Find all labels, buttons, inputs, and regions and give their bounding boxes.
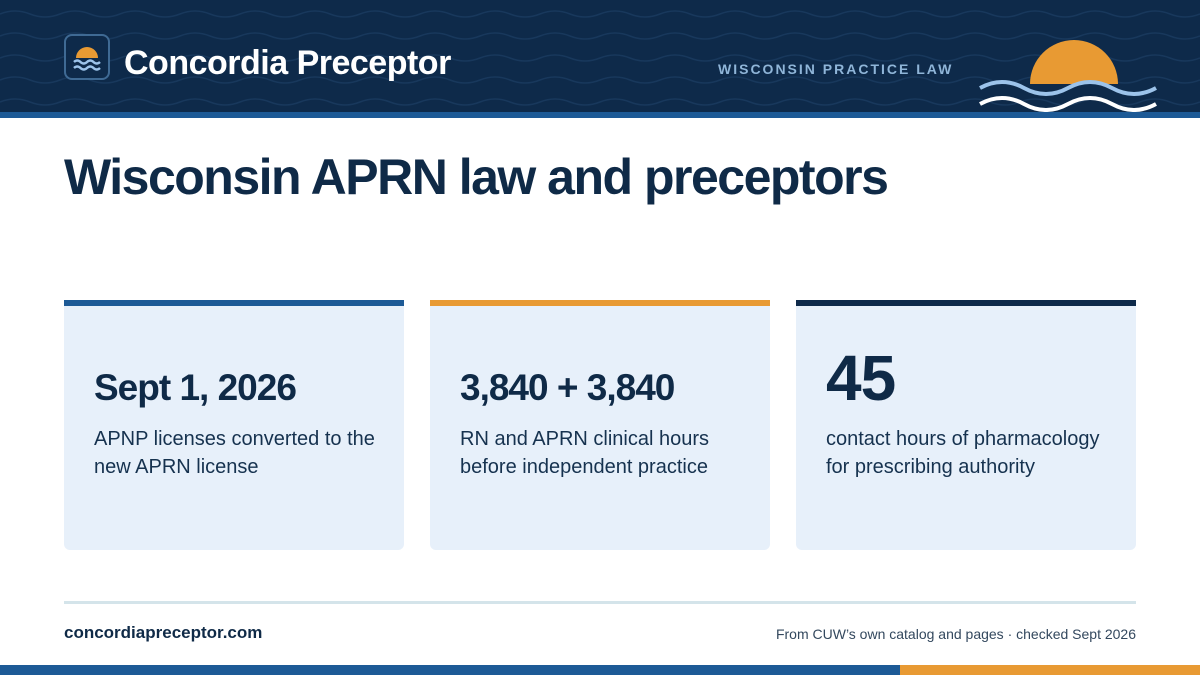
stat-description: RN and APRN clinical hours before indepe… bbox=[460, 428, 709, 478]
section-tagline: WISCONSIN PRACTICE LAW bbox=[718, 61, 954, 77]
bottom-accent-bar-blue bbox=[0, 665, 900, 675]
footer-divider bbox=[64, 601, 1136, 604]
card-accent-bar bbox=[796, 300, 1136, 306]
source-note: From CUW’s own catalog and pages · check… bbox=[775, 626, 1136, 642]
stat-value: 3,840 + 3,840 bbox=[460, 367, 675, 408]
card-accent-bar bbox=[430, 300, 770, 306]
header-banner: Concordia Preceptor WISCONSIN PRACTICE L… bbox=[0, 0, 1200, 112]
brand-name: Concordia Preceptor bbox=[124, 44, 451, 82]
bottom-accent-bar-orange bbox=[900, 665, 1200, 675]
stat-card-license-date: Sept 1, 2026 APNP licenses converted to … bbox=[64, 300, 404, 550]
stat-description: contact hours of pharmacology for prescr… bbox=[826, 428, 1100, 478]
stat-card-clinical-hours: 3,840 + 3,840 RN and APRN clinical hours… bbox=[430, 300, 770, 550]
card-accent-bar bbox=[64, 300, 404, 306]
stat-description: APNP licenses converted to the new APRN … bbox=[94, 428, 375, 478]
sun-over-waves-icon bbox=[73, 47, 101, 71]
sunset-waves-illustration bbox=[979, 40, 1157, 112]
website-link[interactable]: concordiapreceptor.com bbox=[64, 623, 263, 642]
stat-value: 45 bbox=[826, 342, 896, 414]
logo bbox=[64, 34, 110, 80]
header-divider bbox=[0, 112, 1200, 118]
page-title: Wisconsin APRN law and preceptors bbox=[64, 149, 889, 205]
stat-value: Sept 1, 2026 bbox=[94, 367, 297, 408]
stat-card-pharmacology-hours: 45 contact hours of pharmacology for pre… bbox=[796, 300, 1136, 550]
